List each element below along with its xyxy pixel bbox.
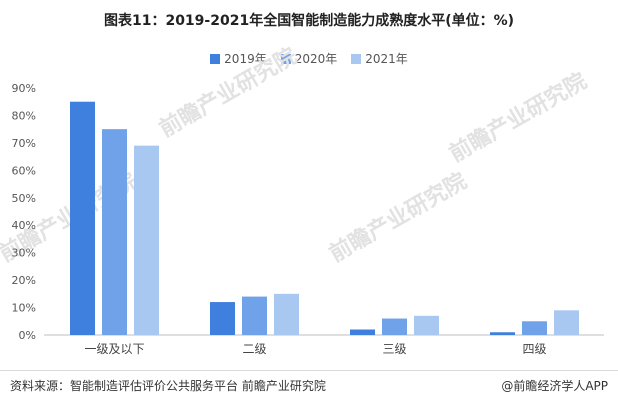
legend-swatch-2021 [351, 53, 362, 64]
bar-2019年-二级 [210, 302, 235, 335]
x-tick-label: 一级及以下 [84, 342, 144, 356]
bar-2021年-二级 [274, 293, 299, 335]
y-tick-label: 80% [12, 109, 36, 122]
y-tick-label: 50% [12, 192, 36, 205]
footer: 资料来源：智能制造评估评价公共服务平台 前瞻产业研究院 @前瞻经济学人APP [0, 370, 618, 403]
y-tick-label: 0% [19, 329, 36, 342]
brand: @前瞻经济学人APP [501, 377, 608, 394]
legend-label-2021: 2021年 [365, 52, 408, 66]
y-tick-label: 40% [12, 219, 36, 232]
y-tick-label: 70% [12, 137, 36, 150]
x-tick-label: 四级 [522, 342, 546, 356]
legend-label-2020: 2020年 [294, 52, 338, 66]
legend: 2019年 2020年 2021年 [0, 50, 618, 67]
y-tick-label: 20% [12, 274, 36, 287]
legend-item-2021: 2021年 [351, 50, 408, 67]
chart-title: 图表11：2019-2021年全国智能制造能力成熟度水平(单位：%) [103, 13, 515, 29]
brand-label: @前瞻经济学人APP [501, 379, 608, 393]
bar-2020年-四级 [522, 321, 547, 335]
bar-2020年-三级 [382, 318, 407, 335]
legend-item-2020: 2020年 [280, 50, 338, 67]
legend-swatch-2019 [210, 53, 221, 64]
bar-2019年-一级及以下 [70, 101, 95, 335]
y-tick-label: 10% [12, 302, 36, 315]
source-text: 资料来源：智能制造评估评价公共服务平台 前瞻产业研究院 [10, 379, 326, 393]
bar-2019年-四级 [490, 332, 515, 335]
x-tick-label: 三级 [382, 342, 406, 356]
bar-chart: 0% 10% 20% 30% 40% 50% 60% 70% 80% 90% 一级及以下 二级 三级 四级 [12, 82, 604, 356]
y-tick-label: 90% [12, 82, 36, 95]
legend-label-2019: 2019年 [224, 52, 267, 66]
bar-2021年-四级 [554, 310, 579, 335]
y-tick-label: 30% [12, 247, 36, 260]
x-tick-label: 二级 [242, 342, 266, 356]
bar-2019年-三级 [350, 329, 375, 335]
bar-2021年-一级及以下 [134, 145, 159, 335]
bar-2021年-三级 [414, 315, 439, 335]
legend-swatch-2020 [280, 53, 291, 64]
legend-item-2019: 2019年 [210, 50, 267, 67]
y-tick-label: 60% [12, 164, 36, 177]
bar-2020年-二级 [242, 296, 267, 335]
bar-2020年-一级及以下 [102, 129, 127, 335]
